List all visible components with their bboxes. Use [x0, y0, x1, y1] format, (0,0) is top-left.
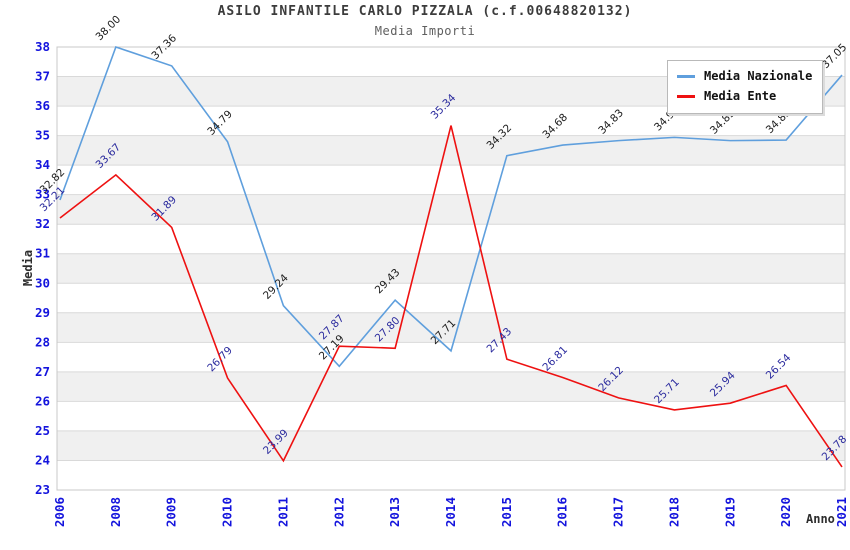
y-tick-label: 25: [35, 423, 50, 438]
x-tick-label: 2013: [387, 497, 402, 527]
x-tick-label: 2021: [834, 497, 849, 527]
y-tick-label: 32: [35, 216, 50, 231]
x-tick-label: 2012: [331, 497, 346, 527]
y-tick-label: 33: [35, 187, 50, 202]
y-tick-label: 37: [35, 69, 50, 84]
legend-item-media-nazionale: Media Nazionale: [668, 66, 812, 86]
x-tick-label: 2009: [164, 497, 179, 527]
x-tick-label: 2006: [52, 497, 67, 527]
y-axis-ticks: 23 24 25 26 27 28 29 30 31 32 33 34 35 36 37 38: [35, 39, 50, 497]
legend-swatch-media-nazionale: [677, 74, 695, 78]
x-axis-title: Anno: [806, 512, 835, 526]
x-tick-label: 2014: [443, 497, 458, 527]
line-media-ente: [59, 125, 843, 468]
x-tick-label: 2019: [722, 497, 737, 527]
x-tick-label: 2008: [108, 497, 123, 527]
x-tick-label: 2020: [778, 497, 793, 527]
x-axis-ticks: 2006 2008 2009 2010 2011 2012 2013 2014 2015 2016…: [52, 497, 849, 527]
y-tick-label: 30: [35, 275, 50, 290]
x-tick-label: 2017: [611, 497, 626, 527]
legend-label-media-nazionale: Media Nazionale: [704, 69, 813, 83]
line-media-nazionale: [59, 45, 843, 368]
x-tick-label: 2018: [666, 497, 681, 527]
y-tick-label: 24: [35, 452, 50, 467]
y-tick-label: 34: [35, 157, 50, 172]
y-tick-label: 36: [35, 98, 50, 113]
y-tick-label: 35: [35, 128, 50, 143]
value-label: 38.00: [93, 13, 123, 43]
chart-subtitle: Media Importi: [374, 24, 476, 38]
y-tick-label: 27: [35, 364, 50, 379]
y-tick-label: 29: [35, 305, 50, 320]
y-axis-title: Media: [21, 249, 35, 287]
plot-bands: [57, 47, 845, 490]
chart-title: ASILO INFANTILE CARLO PIZZALA (c.f.00648…: [217, 4, 633, 19]
legend: Media Nazionale Media Ente: [667, 60, 824, 114]
x-tick-label: 2010: [220, 497, 235, 527]
legend-swatch-media-ente: [677, 94, 695, 98]
y-tick-label: 38: [35, 39, 50, 54]
legend-label-media-ente: Media Ente: [704, 89, 777, 103]
x-tick-label: 2011: [275, 497, 290, 527]
y-tick-label: 26: [35, 393, 50, 408]
plot-border: [56, 46, 846, 491]
y-tick-label: 23: [35, 482, 50, 497]
y-tick-label: 31: [35, 246, 50, 261]
y-tick-label: 28: [35, 334, 50, 349]
x-tick-label: 2016: [555, 497, 570, 527]
x-tick-label: 2015: [499, 497, 514, 527]
legend-item-media-ente: Media Ente: [668, 86, 812, 106]
